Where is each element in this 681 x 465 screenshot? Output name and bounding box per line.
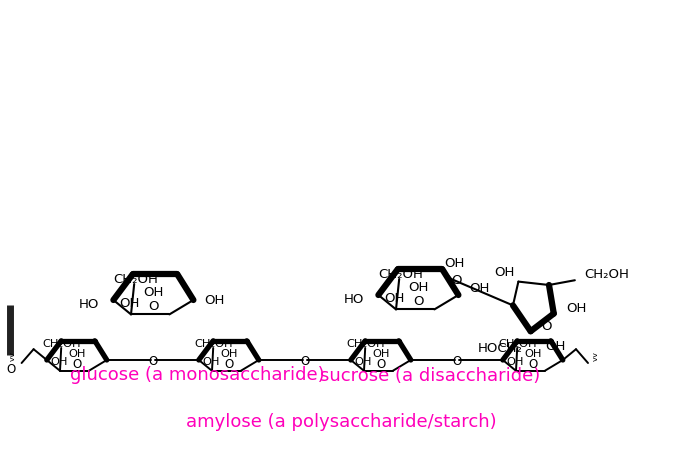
Text: O: O [452, 355, 462, 368]
Text: OH: OH [524, 349, 541, 359]
Text: O: O [541, 320, 552, 333]
Text: CH₂OH: CH₂OH [194, 339, 232, 349]
Text: OH: OH [220, 349, 238, 359]
Text: sucrose (a disaccharide): sucrose (a disaccharide) [320, 367, 540, 385]
Text: OH: OH [566, 302, 586, 315]
Text: OH: OH [354, 358, 372, 367]
Text: O: O [528, 359, 537, 371]
Text: O: O [300, 355, 309, 368]
Text: OH: OH [545, 340, 566, 352]
Text: OH: OH [143, 286, 163, 299]
Text: O: O [376, 359, 385, 371]
Text: CH₂OH: CH₂OH [42, 339, 80, 349]
Text: O: O [451, 274, 461, 287]
Text: OH: OH [204, 293, 225, 306]
Text: OH: OH [202, 358, 219, 367]
Text: O: O [224, 359, 234, 371]
Text: OH: OH [384, 292, 405, 305]
Text: CH₂OH: CH₂OH [113, 272, 158, 286]
Text: OH: OH [119, 297, 140, 310]
Text: HO: HO [344, 292, 364, 306]
Text: O: O [72, 359, 82, 371]
Text: HOCH₂: HOCH₂ [477, 342, 522, 355]
Text: ᵥᵥ: ᵥᵥ [4, 351, 17, 361]
Text: CH₂OH: CH₂OH [379, 268, 423, 281]
Text: amylose (a polysaccharide/starch): amylose (a polysaccharide/starch) [186, 413, 496, 431]
Text: OH: OH [444, 257, 464, 270]
Text: OH: OH [372, 349, 390, 359]
Text: OH: OH [408, 280, 428, 293]
Text: OH: OH [50, 358, 67, 367]
Text: CH₂OH: CH₂OH [498, 339, 537, 349]
Text: O: O [413, 295, 424, 308]
Text: O: O [148, 300, 159, 313]
Text: CH₂OH: CH₂OH [346, 339, 385, 349]
Text: OH: OH [506, 358, 524, 367]
Text: glucose (a monosaccharide): glucose (a monosaccharide) [70, 365, 325, 384]
Text: OH: OH [68, 349, 86, 359]
Text: ᵥᵥ: ᵥᵥ [588, 351, 601, 361]
Text: OH: OH [470, 282, 490, 295]
Text: CH₂OH: CH₂OH [584, 268, 629, 281]
Text: OH: OH [494, 266, 515, 279]
Text: HO: HO [78, 298, 99, 311]
Text: O: O [6, 363, 16, 376]
Text: O: O [148, 355, 157, 368]
